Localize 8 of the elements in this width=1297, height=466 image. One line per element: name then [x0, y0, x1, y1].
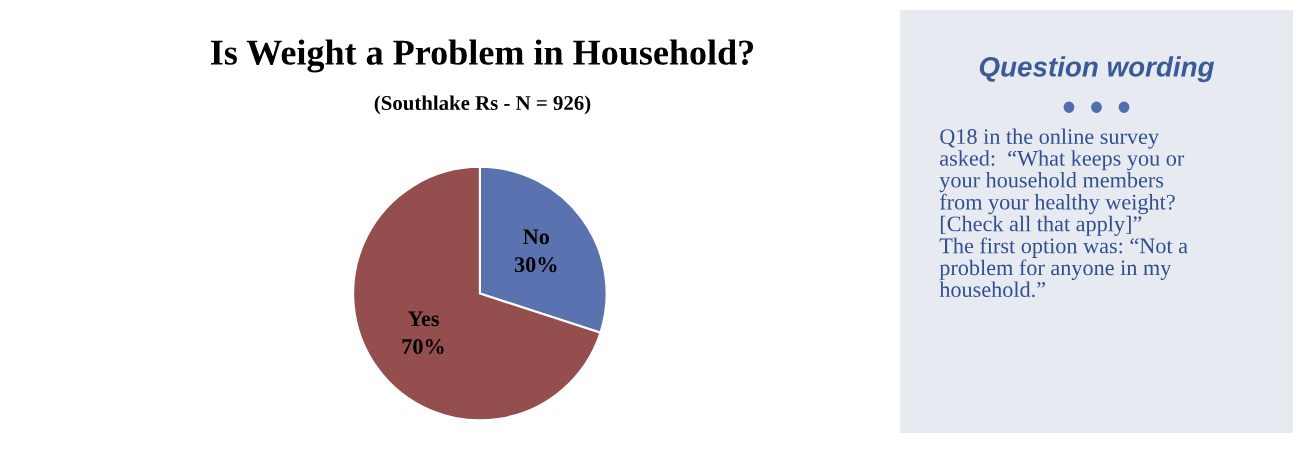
- text: Q18 in the online survey asked: “What keeps you or your household members from your healthy weight? [Check all that apply]” The first option was: “Not a problem for anyone in my household.”: [939, 128, 1188, 298]
- text: Question wording: [979, 56, 1215, 83]
- data-label: 70%: [402, 339, 444, 355]
- slice-label: Yes: [407, 311, 439, 327]
- chart-title: Is Weight a Problem in Household?: [210, 39, 754, 73]
- data-label: 30%: [514, 257, 557, 273]
- chart-subtitle: (Southlake Rs - N = 926): [374, 95, 591, 115]
- slice-label: No: [523, 229, 550, 245]
